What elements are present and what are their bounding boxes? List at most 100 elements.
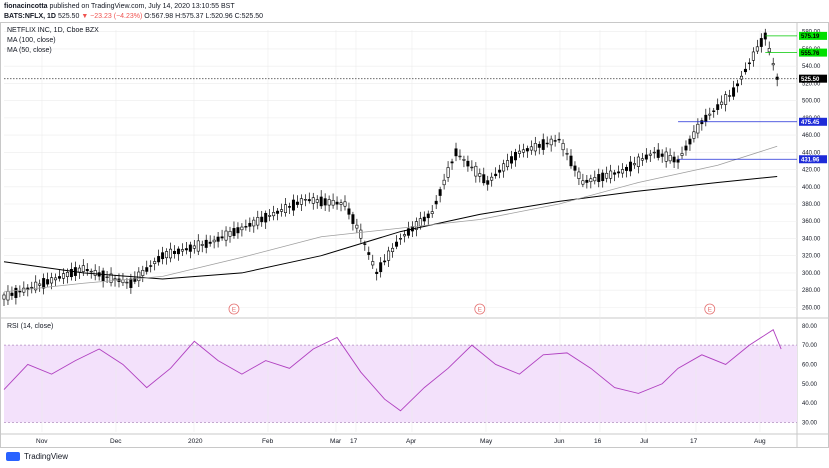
candle-body [46,279,50,285]
price-label-text: 555.76 [801,51,820,57]
candle-body [430,211,434,214]
candle-body [549,138,553,146]
candle-body [660,153,664,157]
candle-body [256,217,260,226]
candle-body [490,176,494,181]
candle-body [220,236,224,239]
candle-body [129,278,133,288]
legend-ma50: MA (50, close) [7,47,52,54]
candle-body [577,171,581,179]
candle-body [347,208,351,215]
symbol-line: BATS:NFLX, 1D 525.50 ▼ −23.23 (−4.23%) O… [4,12,263,22]
earnings-marker [704,303,716,315]
candle-body [232,228,236,236]
candle-body [363,243,367,245]
candle-body [557,138,561,141]
price-tick-label: 260.00 [802,305,821,311]
candle-body [510,156,514,164]
candle-body [502,163,506,172]
price-label-text: 475.45 [801,120,820,126]
price-tick-label: 360.00 [802,219,821,225]
candle-body [276,210,280,214]
rsi-band [4,345,797,423]
candle-body [169,248,173,259]
candle-body [553,140,557,142]
rsi-tick-label: 70.00 [802,343,818,349]
candle-body [589,178,593,183]
candle-body [692,131,696,139]
footer: TradingView [6,452,68,461]
candle-body [180,249,184,252]
candle-body [375,271,379,274]
candle-body [335,201,339,205]
candle-body [684,145,688,151]
candle-body [740,75,743,80]
candle-body [767,48,771,53]
open-value: O:567.98 [144,13,174,20]
candle-body [478,173,482,177]
candle-body [54,277,58,281]
candle-body [720,101,724,105]
candle-body [529,146,533,151]
candle-body [18,290,22,293]
candle-body [65,271,69,277]
candle-body [93,270,97,276]
candle-body [157,256,161,263]
candle-body [248,222,252,227]
earnings-marker-label: E [232,307,237,314]
rsi-tick-label: 30.00 [802,420,818,426]
candle-body [224,230,228,241]
candle-body [601,172,605,182]
candle-body [141,269,145,276]
candle-body [402,234,406,237]
candle-body [716,104,720,110]
publisher-name[interactable]: fionacincotta [4,3,48,10]
candle-body [672,156,676,163]
candle-body [280,209,284,212]
candle-body [621,169,625,174]
legend-title: NETFLIX INC, 1D, Cboe BZX [7,27,99,34]
candle-body [200,244,204,246]
candle-body [85,268,89,272]
candle-body [89,270,93,273]
candle-body [212,239,216,243]
candle-body [454,148,458,157]
candle-body [351,214,355,224]
candle-body [58,276,61,279]
footer-brand[interactable]: TradingView [24,452,69,461]
candle-body [359,229,363,239]
candle-body [192,245,196,249]
candle-body [6,291,10,301]
candle-body [696,123,700,134]
price-tick-label: 420.00 [802,168,821,174]
candle-body [506,160,510,168]
rsi-tick-label: 60.00 [802,362,818,368]
candle-body [747,62,751,65]
candle-body [525,148,529,152]
candle-body [755,46,759,52]
candle-body [38,283,42,286]
candle-body [708,113,712,116]
candle-body [466,160,470,167]
main-legend: NETFLIX INC, 1D, Cboe BZX MA (100, close… [7,26,99,56]
candle-body [636,156,640,167]
ma50-line [3,145,778,293]
price-label-text: 431.96 [801,158,820,164]
candle-body [565,153,569,155]
candle-body [228,230,232,237]
candle-body [272,212,276,217]
candle-body [371,261,375,266]
candle-body [545,142,549,145]
candle-body [759,38,763,47]
candle-body [414,221,418,230]
candle-body [236,227,240,234]
time-tick-label: 2020 [188,438,203,445]
candle-body [561,143,565,151]
candle-body [264,212,268,223]
candle-body [652,151,656,154]
candle-body [462,159,466,161]
candle-body [101,270,105,281]
candle-body [81,265,85,272]
rsi-legend: RSI (14, close) [7,322,53,332]
